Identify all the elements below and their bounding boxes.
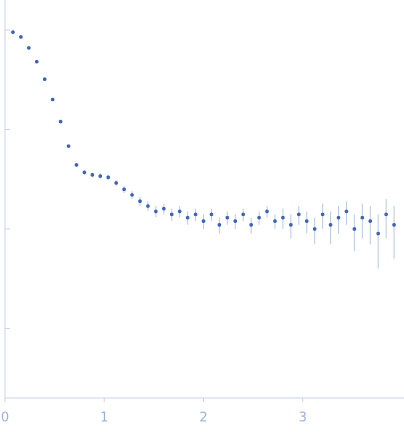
x-tick-label: 1 xyxy=(100,411,108,426)
data-point xyxy=(233,219,238,223)
data-point xyxy=(34,59,39,64)
data-point xyxy=(201,219,206,223)
data-point xyxy=(249,223,253,227)
x-tick-label: 2 xyxy=(199,411,207,426)
data-point xyxy=(138,199,142,204)
data-point xyxy=(66,144,71,148)
x-tick-label: 3 xyxy=(299,411,307,426)
data-point xyxy=(376,231,380,236)
data-point xyxy=(98,174,103,178)
data-point xyxy=(130,193,134,197)
data-point xyxy=(304,219,309,223)
data-point xyxy=(11,30,15,34)
data-point xyxy=(50,97,55,102)
data-point xyxy=(336,215,341,220)
data-point xyxy=(225,215,230,220)
data-point xyxy=(265,209,269,214)
data-point xyxy=(177,209,182,214)
data-point xyxy=(58,119,63,124)
x-tick-label: 0 xyxy=(1,411,9,426)
data-point xyxy=(344,209,349,214)
data-point xyxy=(368,219,373,223)
data-point xyxy=(19,35,23,39)
data-point xyxy=(154,209,158,214)
data-point xyxy=(384,212,388,217)
data-point xyxy=(281,215,285,220)
data-point xyxy=(320,212,325,217)
data-point xyxy=(169,212,174,217)
data-point xyxy=(106,175,111,180)
data-point xyxy=(146,204,150,208)
data-point xyxy=(122,187,126,192)
data-point xyxy=(328,223,333,227)
data-point xyxy=(90,173,95,177)
data-point xyxy=(360,215,365,220)
data-point xyxy=(352,227,357,231)
data-point xyxy=(273,219,277,223)
data-point xyxy=(74,163,79,167)
data-point xyxy=(162,206,166,211)
data-point xyxy=(289,223,293,227)
data-point xyxy=(257,215,261,220)
data-point xyxy=(241,212,246,217)
data-point xyxy=(114,181,118,185)
data-point xyxy=(217,223,222,227)
data-point xyxy=(193,212,198,217)
data-point xyxy=(42,77,47,81)
data-point xyxy=(27,46,31,50)
data-point xyxy=(296,212,301,217)
data-point xyxy=(82,170,87,175)
data-point xyxy=(392,223,396,227)
data-point xyxy=(209,212,214,217)
data-point xyxy=(312,227,317,231)
data-point xyxy=(185,215,190,220)
